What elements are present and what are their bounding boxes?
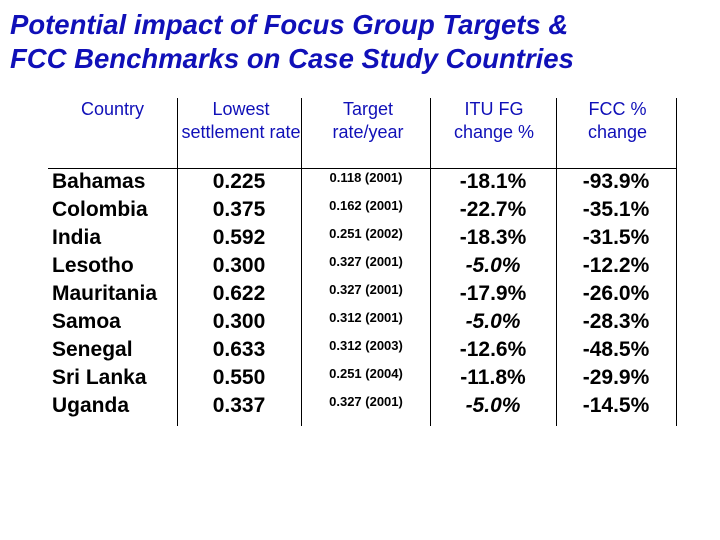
lowest-rate-cell: 0.550	[212, 366, 266, 389]
country-cell: Colombia	[52, 198, 148, 221]
title-line-2: FCC Benchmarks on Case Study Countries	[10, 43, 574, 74]
header-itu-fg-change: ITU FG change %	[453, 99, 535, 142]
country-cell: Bahamas	[52, 170, 146, 193]
fcc-change-cell: -35.1%	[582, 198, 650, 221]
fcc-change-cell: -48.5%	[582, 338, 650, 361]
country-cell: Mauritania	[52, 282, 158, 305]
fcc-change-cell: -93.9%	[582, 170, 650, 193]
lowest-rate-column: 0.225 0.375 0.592 0.300 0.622 0.300 0.633 0.550…	[178, 168, 300, 420]
target-rate-cell: 0.327 (2001)	[329, 394, 403, 409]
target-rate-cell: 0.251 (2004)	[329, 366, 403, 381]
fcc-change-column: -93.9% -35.1% -31.5% -12.2% -26.0% -28.3% -48.…	[557, 168, 675, 420]
lowest-rate-cell: 0.375	[212, 198, 266, 221]
column-divider-5	[676, 98, 677, 426]
fcc-change-cell: -12.2%	[582, 254, 650, 277]
page-title: Potential impact of Focus Group Targets …	[10, 8, 715, 76]
country-cell: Samoa	[52, 310, 121, 333]
target-rate-cell: 0.327 (2001)	[329, 254, 403, 269]
target-rate-cell: 0.327 (2001)	[329, 282, 403, 297]
title-line-1: Potential impact of Focus Group Targets …	[10, 9, 569, 40]
fcc-change-cell: -31.5%	[582, 226, 650, 249]
header-country: Country	[80, 99, 145, 119]
target-rate-cell: 0.312 (2003)	[329, 338, 403, 353]
header-target-rate-year: Target rate/year	[332, 99, 404, 142]
lowest-rate-cell: 0.633	[212, 338, 266, 361]
fcc-change-cell: -14.5%	[582, 394, 650, 417]
itu-change-cell: -12.6%	[459, 338, 527, 361]
itu-change-cell: -22.7%	[459, 198, 527, 221]
lowest-rate-cell: 0.337	[212, 394, 266, 417]
target-rate-column: 0.118 (2001) 0.162 (2001) 0.251 (2002) 0.32…	[302, 168, 430, 416]
country-column: Bahamas Colombia India Lesotho Mauritania Sam…	[52, 168, 176, 420]
lowest-rate-cell: 0.592	[212, 226, 266, 249]
itu-change-cell: -11.8%	[460, 366, 526, 389]
column-divider-4	[556, 98, 557, 426]
column-divider-2	[301, 98, 302, 426]
fcc-change-cell: -28.3%	[582, 310, 650, 333]
column-divider-1	[177, 98, 178, 426]
target-rate-cell: 0.312 (2001)	[329, 310, 403, 325]
header-divider	[48, 168, 676, 169]
lowest-rate-cell: 0.300	[212, 254, 266, 277]
country-cell: India	[52, 226, 102, 249]
target-rate-cell: 0.251 (2002)	[329, 226, 403, 241]
fcc-change-cell: -26.0%	[582, 282, 650, 305]
target-rate-cell: 0.118 (2001)	[329, 170, 403, 185]
lowest-rate-cell: 0.225	[212, 170, 266, 193]
column-divider-3	[430, 98, 431, 426]
country-cell: Lesotho	[52, 254, 134, 277]
target-rate-cell: 0.162 (2001)	[329, 198, 403, 213]
itu-change-column: -18.1% -22.7% -18.3% -5.0% -17.9% -5.0% -12.6%…	[431, 168, 555, 420]
itu-change-cell: -18.1%	[459, 170, 527, 193]
fcc-change-cell: -29.9%	[582, 366, 650, 389]
header-fcc-change: FCC % change	[587, 99, 648, 142]
itu-change-cell: -17.9%	[459, 282, 527, 305]
country-cell: Senegal	[52, 338, 133, 361]
lowest-rate-cell: 0.300	[212, 310, 266, 333]
lowest-rate-cell: 0.622	[212, 282, 266, 305]
country-cell: Uganda	[52, 394, 130, 417]
country-cell: Sri Lanka	[52, 366, 147, 389]
itu-change-cell: -5.0%	[465, 310, 521, 333]
itu-change-cell: -18.3%	[459, 226, 527, 249]
header-lowest-settlement-rate: Lowest settlement rate	[181, 99, 301, 142]
itu-change-cell: -5.0%	[465, 254, 521, 277]
itu-change-cell: -5.0%	[465, 394, 521, 417]
